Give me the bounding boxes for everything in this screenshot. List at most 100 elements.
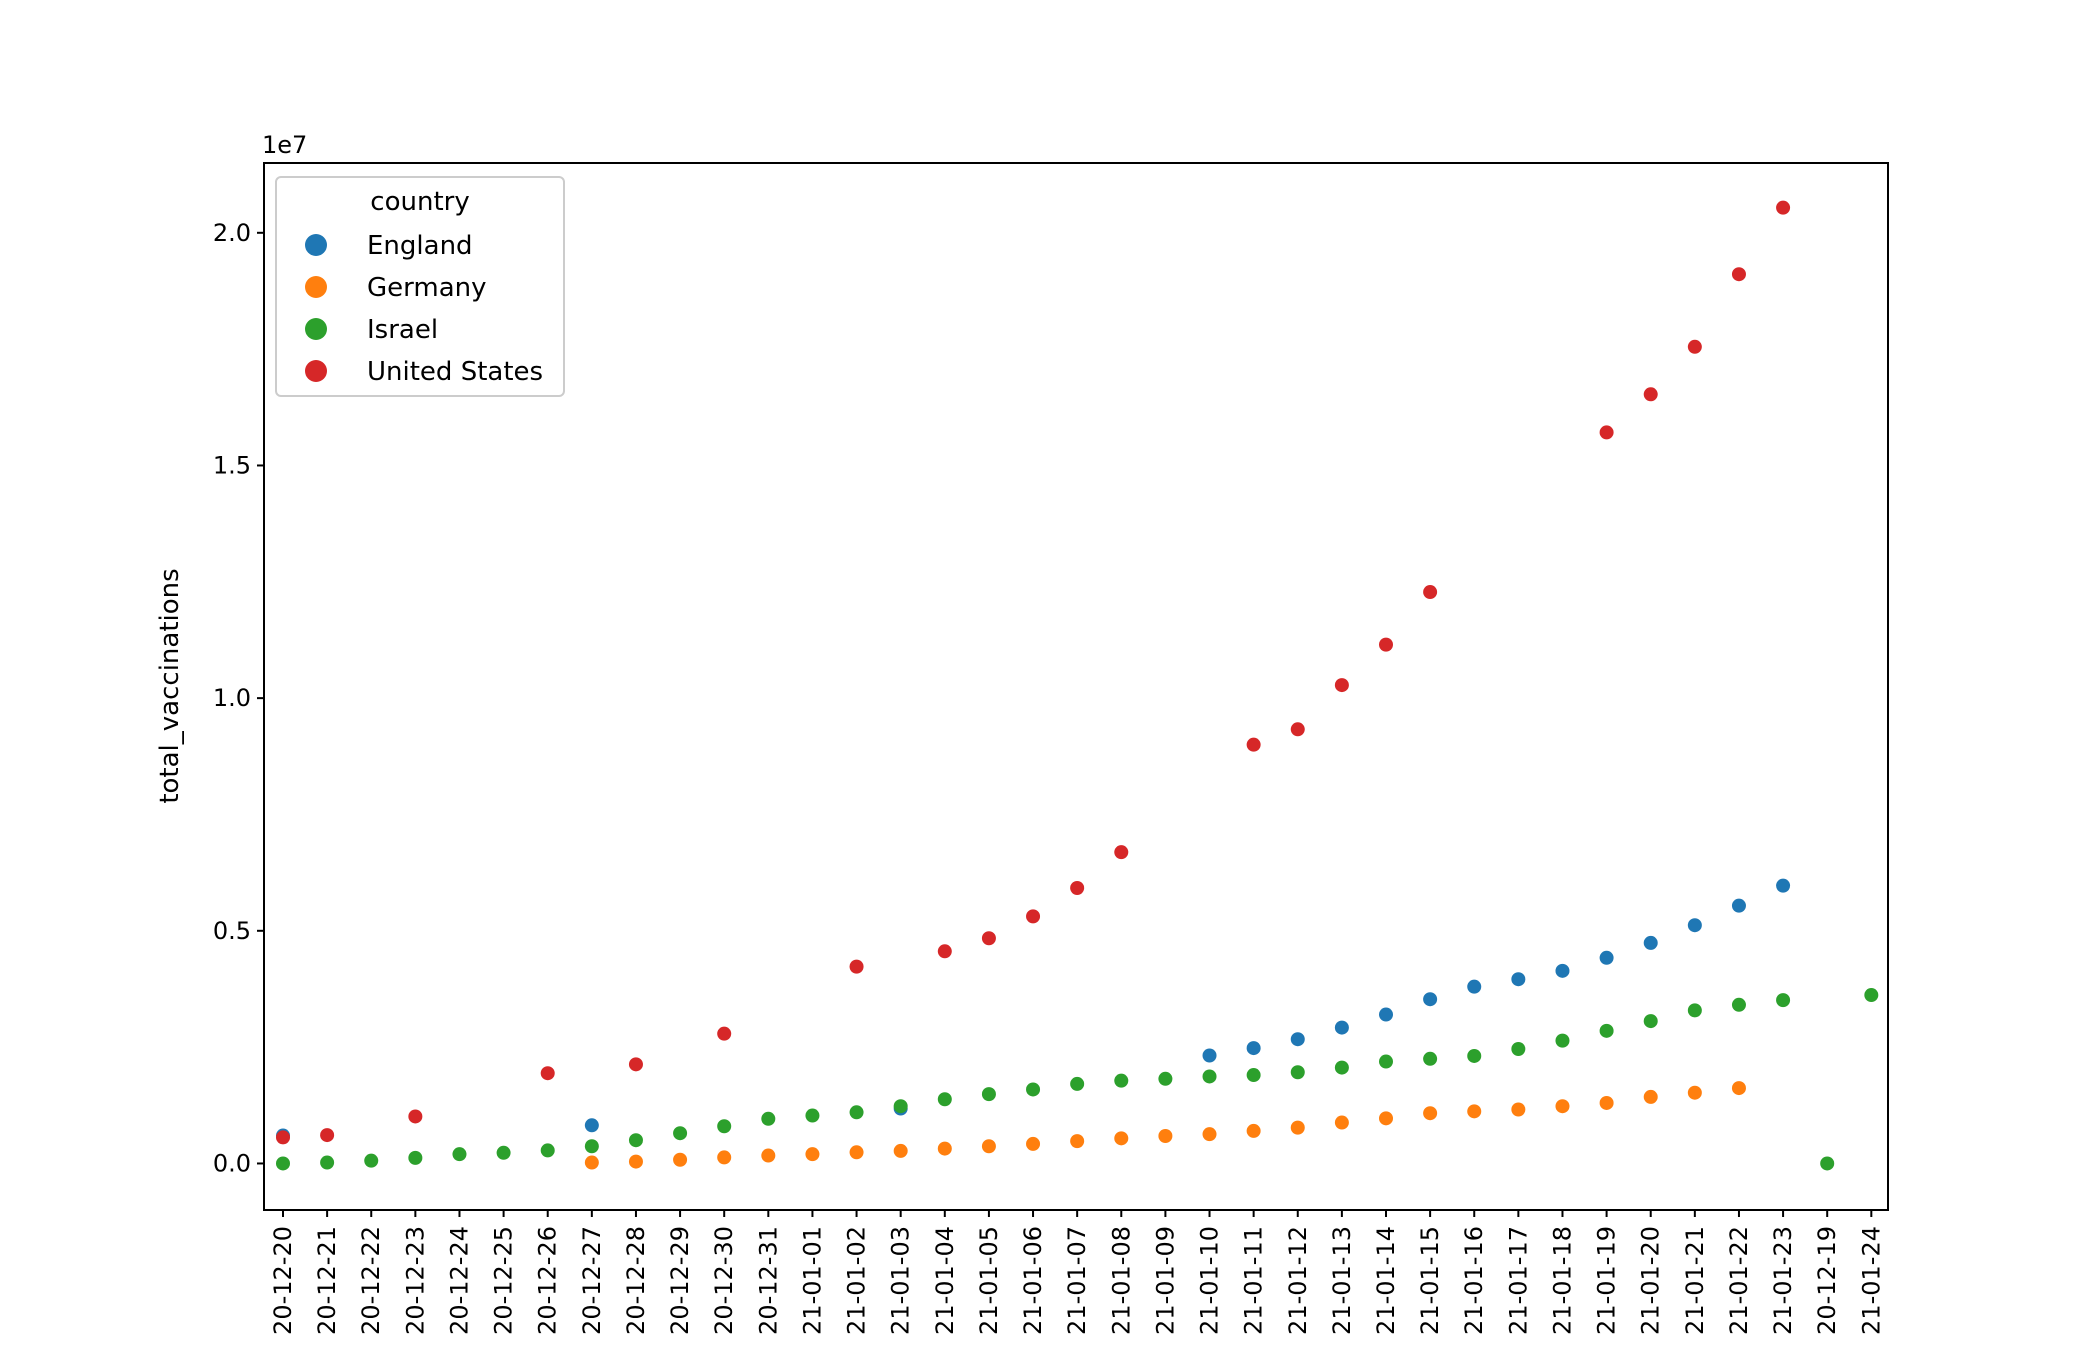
- data-point: [452, 1147, 467, 1162]
- data-point: [1290, 1120, 1305, 1135]
- data-points-layer: [276, 200, 1879, 1171]
- legend-label: Israel: [367, 315, 438, 345]
- data-point: [1423, 1051, 1438, 1066]
- data-point: [1202, 1127, 1217, 1142]
- x-tick-label: 21-01-07: [1063, 1226, 1091, 1335]
- x-tick-label: 21-01-09: [1151, 1226, 1179, 1335]
- legend: country England Germany Israel United State…: [275, 176, 565, 397]
- x-tick-label: 21-01-19: [1593, 1226, 1621, 1335]
- data-point: [717, 1150, 732, 1165]
- legend-marker: [305, 276, 327, 298]
- data-point: [1026, 909, 1041, 924]
- legend-marker: [305, 318, 327, 340]
- data-point: [1687, 1085, 1702, 1100]
- data-point: [1114, 1073, 1129, 1088]
- x-tick-label: 21-01-17: [1504, 1226, 1532, 1335]
- data-point: [1423, 585, 1438, 600]
- data-point: [1246, 1041, 1261, 1056]
- x-tick-label: 20-12-26: [534, 1226, 562, 1335]
- data-point: [1687, 918, 1702, 933]
- y-tick-label: 2.0: [213, 219, 251, 247]
- data-point: [1599, 1095, 1614, 1110]
- data-point: [1290, 1065, 1305, 1080]
- plot-area-frame: [263, 162, 1889, 1211]
- data-point: [1643, 387, 1658, 402]
- data-point: [628, 1133, 643, 1148]
- x-tick-label: 20-12-24: [445, 1226, 473, 1335]
- legend-label: England: [367, 231, 473, 261]
- x-tick-label: 21-01-14: [1372, 1226, 1400, 1335]
- x-tick-label: 21-01-13: [1328, 1226, 1356, 1335]
- data-point: [584, 1118, 599, 1133]
- x-axis: 20-12-20 20-12-21 20-12-22 20-12-23 20-12-24…: [269, 1210, 1885, 1335]
- x-tick-label: 21-01-15: [1416, 1226, 1444, 1335]
- data-point: [1731, 898, 1746, 913]
- data-point: [584, 1155, 599, 1170]
- x-tick-label: 21-01-03: [887, 1226, 915, 1335]
- y-tick-label: 0.5: [213, 917, 251, 945]
- data-point: [1246, 1123, 1261, 1138]
- data-point: [1379, 1007, 1393, 1022]
- data-point: [1555, 1033, 1570, 1048]
- data-point: [937, 944, 952, 959]
- data-point: [673, 1152, 688, 1167]
- data-point: [1290, 1032, 1305, 1047]
- data-point: [1555, 1099, 1570, 1114]
- data-point: [1643, 1014, 1658, 1029]
- data-point: [320, 1155, 335, 1170]
- data-point: [1731, 997, 1746, 1012]
- x-tick-label: 21-01-22: [1725, 1226, 1753, 1335]
- data-point: [849, 1145, 864, 1160]
- data-point: [1290, 722, 1305, 737]
- series-united-states: [276, 200, 1791, 1145]
- data-point: [540, 1143, 555, 1158]
- y-axis: 0.0 0.5 1.0 1.5 2.0: [213, 219, 264, 1177]
- data-point: [981, 1087, 996, 1102]
- data-point: [673, 1126, 688, 1141]
- x-tick-label: 21-01-06: [1019, 1226, 1047, 1335]
- y-axis-label: total_vaccinations: [155, 568, 185, 803]
- data-point: [805, 1108, 820, 1123]
- x-tick-label: 21-01-21: [1681, 1226, 1709, 1335]
- data-point: [1776, 993, 1791, 1008]
- data-point: [1599, 950, 1614, 965]
- legend-title: country: [370, 187, 469, 217]
- x-tick-label: 20-12-23: [401, 1226, 429, 1335]
- data-point: [981, 1139, 996, 1154]
- x-tick-label: 21-01-12: [1284, 1226, 1312, 1335]
- data-point: [1599, 425, 1614, 440]
- data-point: [1379, 637, 1393, 652]
- legend-marker: [305, 234, 327, 256]
- data-point: [981, 931, 996, 946]
- data-point: [1511, 1041, 1526, 1056]
- data-point: [1423, 992, 1438, 1007]
- x-tick-label: 21-01-10: [1196, 1226, 1224, 1335]
- data-point: [1158, 1071, 1173, 1086]
- data-point: [1864, 988, 1879, 1003]
- data-point: [584, 1139, 599, 1154]
- data-point: [1599, 1023, 1614, 1038]
- data-point: [1731, 267, 1746, 282]
- data-point: [1379, 1054, 1393, 1069]
- data-point: [1511, 972, 1526, 987]
- data-point: [408, 1109, 423, 1124]
- data-point: [320, 1128, 335, 1143]
- data-point: [1820, 1156, 1835, 1171]
- x-tick-label: 21-01-04: [931, 1226, 959, 1335]
- legend-label: United States: [367, 357, 543, 387]
- x-tick-label: 21-01-18: [1548, 1226, 1576, 1335]
- y-tick-label: 1.0: [213, 684, 251, 712]
- data-point: [1511, 1102, 1526, 1117]
- data-point: [805, 1147, 820, 1162]
- x-tick-label: 20-12-19: [1813, 1226, 1841, 1335]
- x-tick-label: 20-12-21: [313, 1226, 341, 1335]
- legend-frame: [275, 176, 565, 397]
- x-tick-label: 21-01-11: [1240, 1226, 1268, 1335]
- data-point: [1334, 1115, 1349, 1130]
- data-point: [761, 1111, 776, 1126]
- data-point: [628, 1154, 643, 1169]
- data-point: [408, 1150, 423, 1165]
- data-point: [276, 1130, 290, 1145]
- data-point: [1114, 845, 1129, 860]
